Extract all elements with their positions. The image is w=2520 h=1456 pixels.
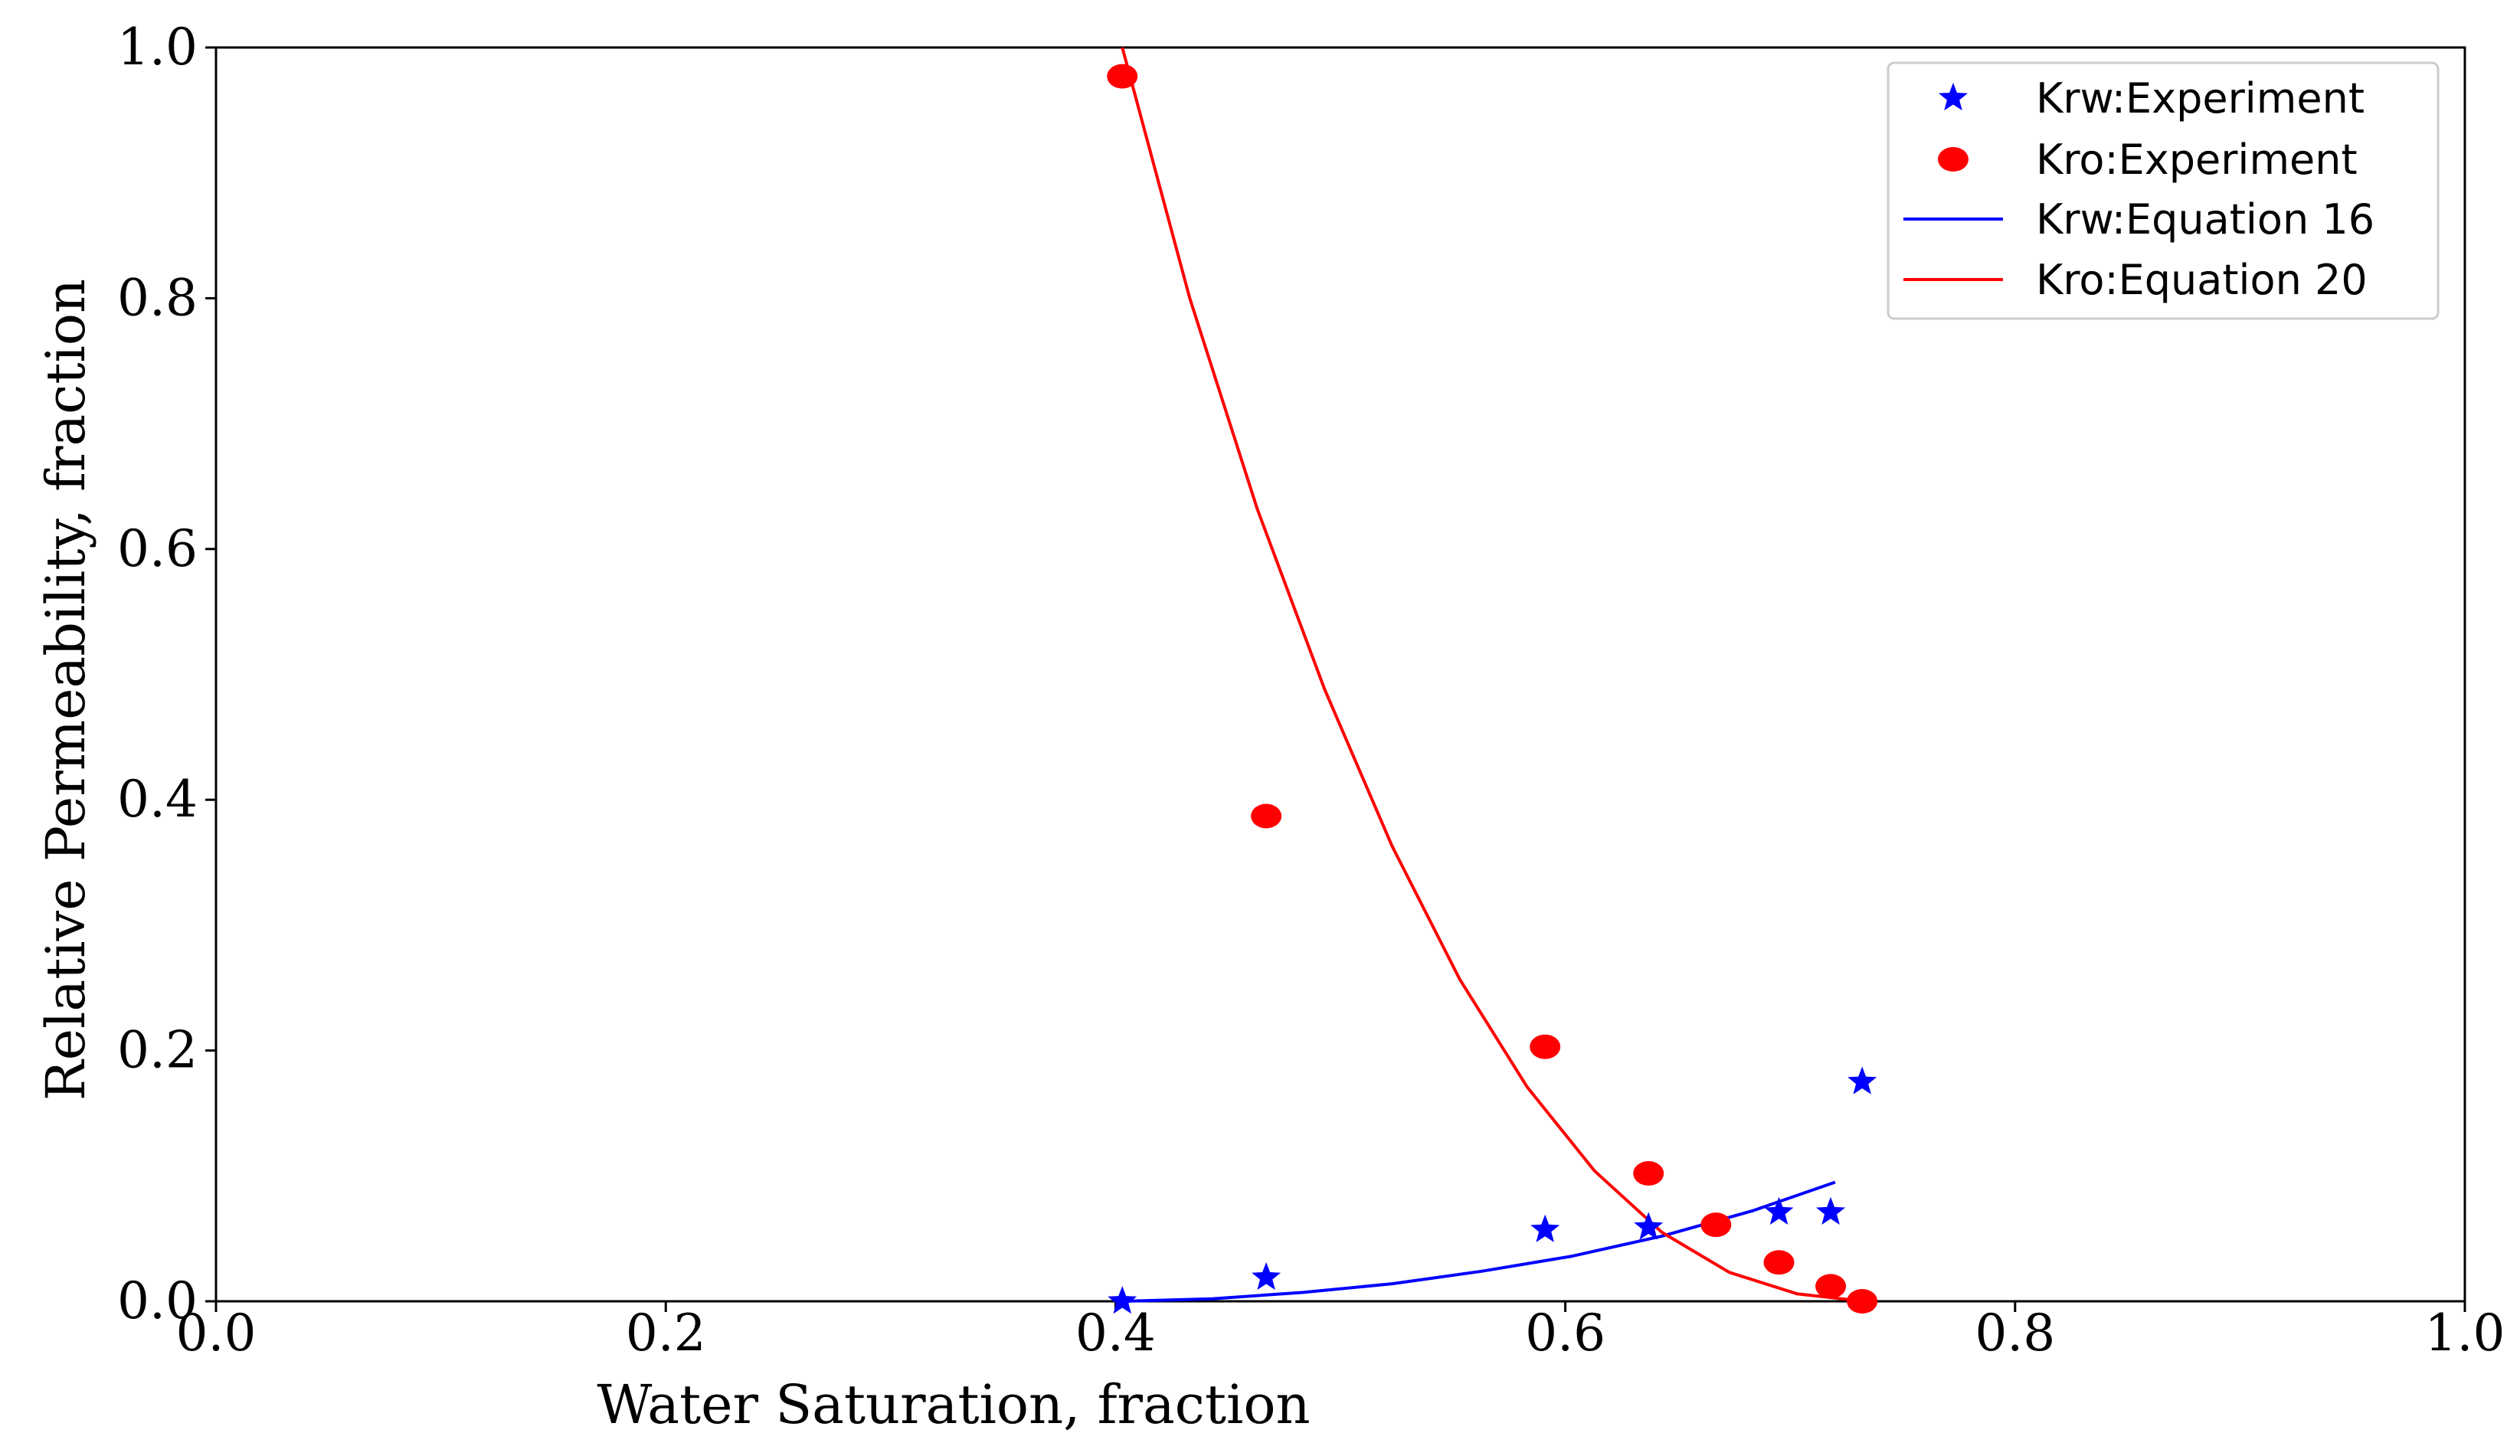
krw-experiment-point bbox=[1108, 1286, 1137, 1314]
legend-box bbox=[1887, 61, 2440, 320]
legend-label: Kro:Experiment bbox=[2036, 136, 2358, 184]
series-line-kro-equation-20 bbox=[1121, 47, 1865, 1303]
y-tick-label: 0.2 bbox=[117, 1021, 198, 1080]
axes-layer: 0.0 0.2 0.4 0.6 0.8 1.0 0.0 0.2 0.4 0.6 0.8 1.0 Wate… bbox=[34, 18, 2505, 1436]
plot-layer bbox=[1107, 47, 1878, 1314]
kro-experiment-point bbox=[1251, 803, 1282, 829]
series-line-krw-equation-16 bbox=[1122, 1180, 1836, 1303]
krw-experiment-point bbox=[1634, 1212, 1664, 1240]
x-tick-label: 0.4 bbox=[1075, 1304, 1156, 1363]
kro-experiment-point bbox=[1763, 1250, 1795, 1275]
kro-experiment-point bbox=[1107, 64, 1138, 89]
kro-experiment-point bbox=[1633, 1161, 1664, 1186]
kro-experiment-point bbox=[1700, 1212, 1732, 1238]
legend-star-icon bbox=[1939, 83, 1968, 111]
y-tick-label: 1.0 bbox=[117, 18, 198, 77]
plot-frame bbox=[214, 46, 2466, 1303]
x-tick-label: 0.2 bbox=[626, 1304, 706, 1363]
krw-experiment-point bbox=[1816, 1196, 1846, 1225]
y-axis-title: Relative Permeability, fraction bbox=[34, 279, 97, 1101]
x-tick-label: 0.8 bbox=[1975, 1304, 2055, 1363]
y-tick-label: 0.6 bbox=[117, 519, 198, 578]
kro-experiment-point bbox=[1530, 1034, 1561, 1059]
x-tick-label: 0.6 bbox=[1525, 1304, 1605, 1363]
legend-label: Krw:Equation 16 bbox=[2036, 195, 2374, 244]
x-tick-label: 0.0 bbox=[176, 1304, 257, 1363]
x-tick-label: 1.0 bbox=[2425, 1304, 2505, 1363]
legend-label: Kro:Equation 20 bbox=[2036, 256, 2368, 304]
y-tick-label: 0.0 bbox=[117, 1271, 198, 1330]
legend-circle-icon bbox=[1938, 147, 1969, 172]
legend-label: Krw:Experiment bbox=[2036, 74, 2365, 123]
krw-experiment-point bbox=[1764, 1196, 1794, 1225]
kro-experiment-point bbox=[1847, 1289, 1878, 1314]
krw-experiment-point bbox=[1847, 1066, 1877, 1094]
legend: Krw:Experiment Kro:Experiment Krw:Equation… bbox=[1887, 61, 2440, 320]
kro-experiment-point bbox=[1815, 1274, 1847, 1299]
y-tick-label: 0.4 bbox=[117, 770, 198, 829]
krw-experiment-point bbox=[1252, 1261, 1281, 1291]
x-axis-title: Water Saturation, fraction bbox=[597, 1373, 1310, 1436]
krw-experiment-point bbox=[1530, 1214, 1560, 1242]
y-tick-label: 0.8 bbox=[117, 268, 198, 327]
